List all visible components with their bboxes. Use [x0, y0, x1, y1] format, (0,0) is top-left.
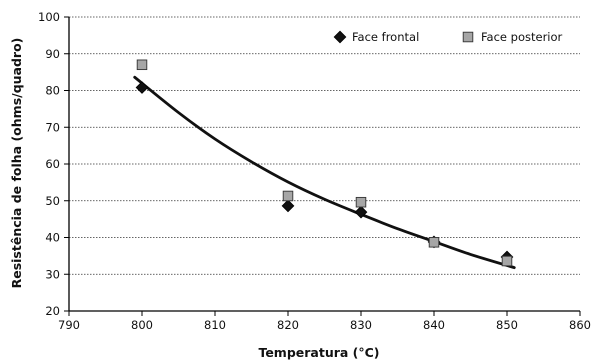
point-face-posterior-850 — [501, 255, 513, 267]
point-face-frontal-800 — [135, 81, 149, 94]
legend-label-face-frontal: Face frontal — [352, 30, 419, 44]
tick-labels: 20 30 40 50 60 70 80 90 100 790 800 810 820 830 840 850… — [38, 10, 591, 332]
y-tick-label-30: 30 — [45, 267, 60, 281]
x-axis-title: Temperatura (°C) — [258, 345, 379, 360]
x-tick-label-840: 840 — [423, 318, 445, 332]
y-tick-label-80: 80 — [45, 84, 60, 98]
y-tick-label-70: 70 — [45, 120, 60, 134]
x-tick-label-830: 830 — [350, 318, 372, 332]
y-tick-label-40: 40 — [45, 231, 60, 245]
legend-label-face-posterior: Face posterior — [481, 30, 563, 44]
axes — [64, 16, 581, 316]
x-tick-label-790: 790 — [58, 318, 80, 332]
x-tick-label-810: 810 — [204, 318, 226, 332]
y-axis-title: Resistência de folha (ohms/quadro) — [9, 38, 24, 289]
y-tick-label-20: 20 — [45, 304, 60, 318]
point-face-posterior-830 — [355, 196, 367, 208]
y-tick-label-100: 100 — [38, 10, 60, 24]
point-face-frontal-830 — [354, 205, 368, 219]
legend-marker-face-posterior — [462, 31, 474, 43]
x-tick-label-820: 820 — [277, 318, 299, 332]
data-points — [135, 59, 514, 267]
x-tick-label-800: 800 — [131, 318, 153, 332]
x-tick-label-850: 850 — [496, 318, 518, 332]
trendline — [133, 75, 516, 270]
y-tick-label-50: 50 — [45, 194, 60, 208]
y-tick-label-60: 60 — [45, 157, 60, 171]
point-face-frontal-820 — [281, 199, 295, 213]
gridlines — [69, 16, 580, 275]
legend-marker-face-frontal — [333, 30, 347, 44]
legend: Face frontal Face posterior — [333, 30, 563, 44]
trendline-group — [133, 75, 516, 270]
point-face-posterior-800 — [136, 59, 148, 71]
x-tick-label-860: 860 — [569, 318, 591, 332]
y-tick-label-90: 90 — [45, 47, 60, 61]
point-face-posterior-820 — [282, 190, 294, 202]
point-face-posterior-840 — [428, 237, 440, 248]
